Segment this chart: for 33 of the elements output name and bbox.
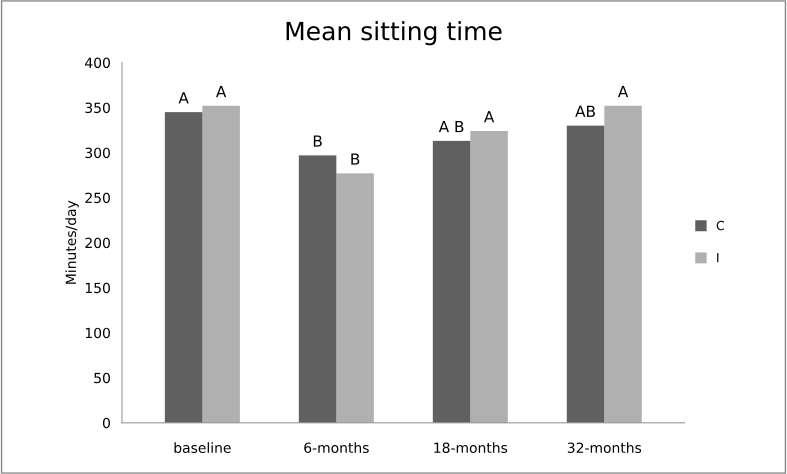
x-tick-label: 32-months — [568, 442, 642, 454]
y-tick-label: 400 — [85, 58, 110, 68]
data-label: B — [314, 135, 322, 147]
y-tick-label: 150 — [86, 282, 110, 294]
y-tick-label: 200 — [85, 238, 110, 248]
x-tick-label: 6-months — [304, 442, 369, 454]
x-tick-label: 18-months — [434, 442, 508, 454]
bar — [432, 140, 470, 423]
y-tick-label: 350 — [85, 102, 110, 114]
bar — [470, 131, 508, 423]
bar — [298, 155, 336, 423]
bar — [336, 173, 374, 423]
data-label: A — [216, 86, 226, 98]
data-label: AB — [575, 106, 595, 117]
legend-label: C — [716, 220, 724, 230]
y-tick-label: 0 — [102, 418, 110, 428]
data-label: A B — [438, 121, 464, 132]
bar — [202, 106, 240, 423]
y-tick-label: 250 — [85, 192, 110, 204]
legend-label: I — [717, 253, 718, 262]
data-label: A — [484, 111, 494, 122]
y-tick-label: 300 — [85, 148, 110, 158]
y-tick-label: 100 — [86, 328, 110, 338]
chart-title: Mean sitting time — [286, 21, 502, 46]
bar — [604, 106, 642, 423]
y-tick-label: 50 — [94, 372, 110, 384]
data-label: B — [351, 153, 360, 165]
data-label: A — [618, 86, 628, 98]
bar — [164, 112, 202, 423]
bar — [566, 126, 604, 423]
y-axis-title: Minutes/day — [65, 200, 79, 284]
x-tick-label: baseline — [174, 442, 231, 454]
data-label: A — [178, 92, 189, 104]
